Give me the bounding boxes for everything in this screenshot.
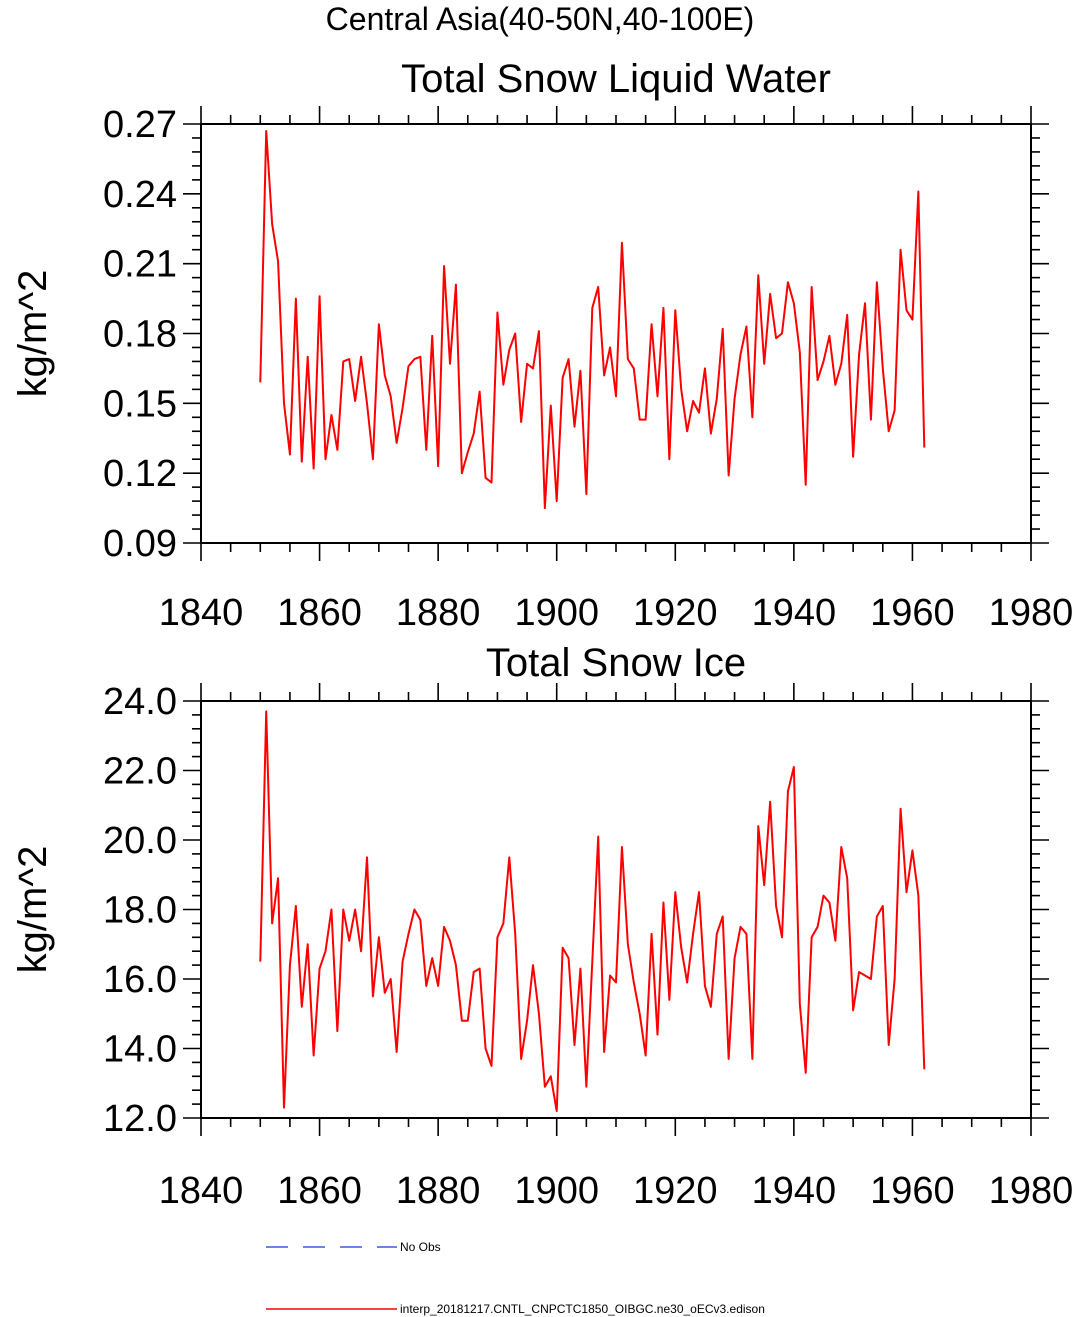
x-tick-label: 1980 xyxy=(989,1170,1074,1212)
y-tick-label: 0.27 xyxy=(103,104,177,146)
legend-label-1: No Obs xyxy=(400,1240,441,1254)
super-title: Central Asia(40-50N,40-100E) xyxy=(326,1,755,37)
plot-frame xyxy=(200,123,1032,544)
y-tick-label: 14.0 xyxy=(103,1029,177,1071)
x-tick-label: 1880 xyxy=(396,592,481,634)
tick-marks xyxy=(183,683,1049,1136)
plot-frame xyxy=(200,700,1032,1119)
y-tick-label: 20.0 xyxy=(103,820,177,862)
panel-2: Total Snow Ice kg/m^2 1840 1860 1880 1900 1920… xyxy=(11,641,1073,1212)
y-tick-label: 0.15 xyxy=(103,383,177,425)
x-tick-label: 1920 xyxy=(633,592,718,634)
tick-marks xyxy=(183,106,1049,561)
y-axis-label: kg/m^2 xyxy=(11,270,55,398)
x-tick-label: 1880 xyxy=(396,1170,481,1212)
y-tick-label: 0.12 xyxy=(103,453,177,495)
panel-1: Total Snow Liquid Water kg/m^2 1840 1860 188… xyxy=(11,57,1073,634)
x-tick-label: 1940 xyxy=(752,1170,837,1212)
x-tick-label: 1900 xyxy=(514,1170,599,1212)
x-tick-label: 1960 xyxy=(870,592,955,634)
y-tick-label: 18.0 xyxy=(103,890,177,932)
legend-label-2: interp_20181217.CNTL_CNPCTC1850_OIBGC.ne… xyxy=(400,1302,765,1316)
x-tick-label: 1860 xyxy=(277,1170,362,1212)
y-tick-label: 24.0 xyxy=(103,681,177,723)
x-tick-label: 1920 xyxy=(633,1170,718,1212)
series-line-1 xyxy=(259,710,926,1113)
x-tick-label: 1840 xyxy=(159,592,244,634)
x-tick-label: 1940 xyxy=(752,592,837,634)
y-tick-label: 12.0 xyxy=(103,1098,177,1140)
panels: Total Snow Liquid Water kg/m^2 1840 1860 188… xyxy=(11,57,1073,1212)
x-tick-label: 1860 xyxy=(277,592,362,634)
y-tick-label: 0.24 xyxy=(103,174,177,216)
x-tick-label: 1980 xyxy=(989,592,1074,634)
x-tick-label: 1960 xyxy=(870,1170,955,1212)
y-axis-label: kg/m^2 xyxy=(11,846,55,974)
y-tick-label: 0.09 xyxy=(103,523,177,565)
y-tick-label: 16.0 xyxy=(103,959,177,1001)
x-tick-label: 1840 xyxy=(159,1170,244,1212)
series-line-1 xyxy=(259,129,926,510)
y-tick-label: 22.0 xyxy=(103,751,177,793)
x-tick-label: 1900 xyxy=(514,592,599,634)
y-tick-label: 0.18 xyxy=(103,314,177,356)
legend: No Obs interp_20181217.CNTL_CNPCTC1850_OI… xyxy=(266,1240,765,1316)
y-tick-label: 0.21 xyxy=(103,244,177,286)
panel-title: Total Snow Liquid Water xyxy=(401,57,831,101)
panel-title: Total Snow Ice xyxy=(486,641,746,685)
